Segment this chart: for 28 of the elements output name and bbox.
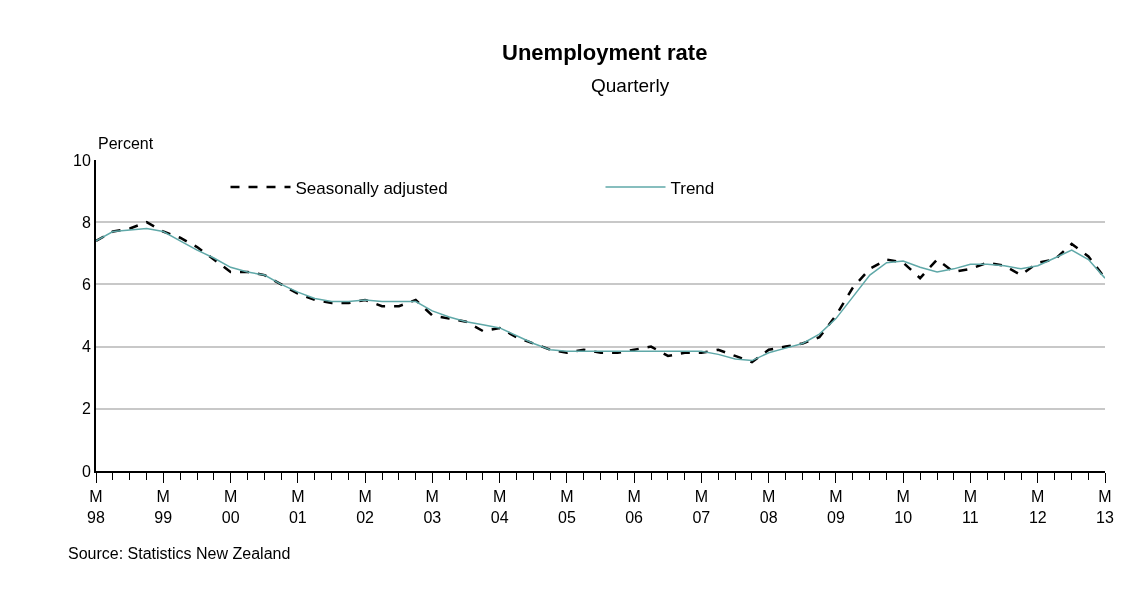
x-tick-label: M 00 (221, 488, 240, 526)
x-tick-label: M 03 (423, 488, 442, 526)
x-tick-label: M 11 (962, 488, 979, 526)
x-tick-label: M 05 (557, 488, 576, 526)
chart-subtitle: Quarterly (591, 75, 670, 96)
y-tick-label: 4 (81, 338, 91, 356)
y-tick-label: 8 (81, 213, 91, 231)
x-tick-label: M 04 (490, 488, 509, 526)
chart-title: Unemployment rate (502, 39, 708, 65)
legend-label: Seasonally adjusted (295, 178, 448, 198)
x-tick-label: M 10 (894, 488, 913, 526)
y-tick-label: 10 (73, 151, 91, 169)
x-tick-label: M 08 (759, 488, 778, 526)
x-tick-label: M 09 (827, 488, 845, 526)
x-tick-label: M 98 (87, 488, 105, 526)
y-axis-title: Percent (98, 135, 154, 152)
x-tick-label: M 02 (356, 488, 375, 526)
x-tick-label: M 12 (1028, 488, 1047, 526)
source-note: Source: Statistics New Zealand (68, 545, 291, 562)
x-tick-label: M 06 (625, 488, 644, 526)
x-tick-label: M 13 (1096, 488, 1114, 526)
x-tick-label: M 01 (288, 488, 307, 526)
legend-label: Trend (670, 178, 715, 198)
x-tick-label: M 07 (692, 488, 711, 526)
y-tick-label: 2 (81, 400, 91, 418)
y-tick-label: 0 (81, 462, 91, 480)
y-tick-label: 6 (81, 276, 91, 293)
x-tick-label: M 99 (154, 488, 173, 526)
